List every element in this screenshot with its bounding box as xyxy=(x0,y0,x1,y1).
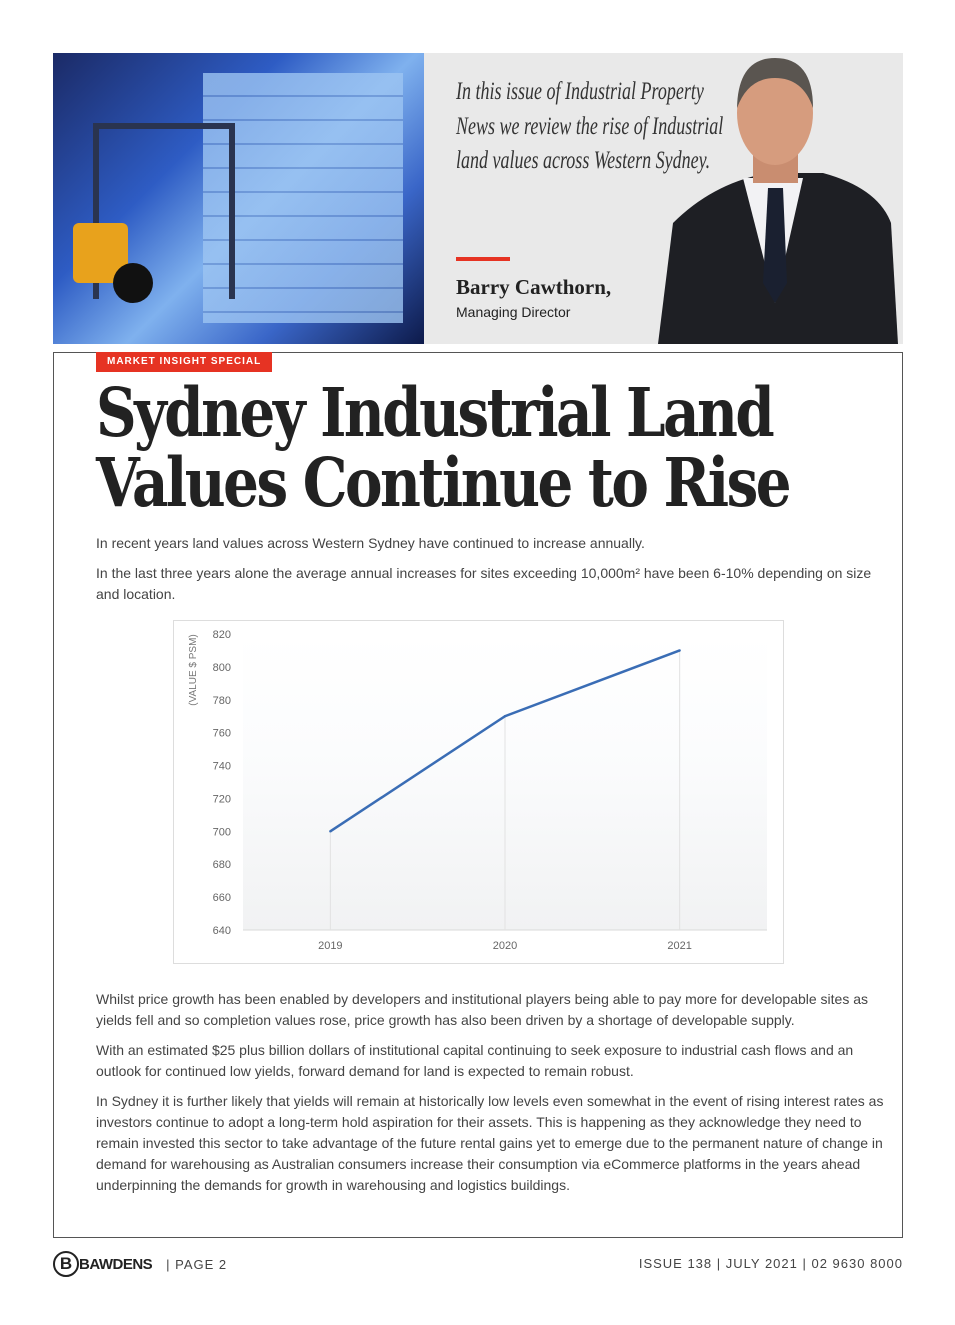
article-frame xyxy=(53,352,903,1238)
forklift-photo xyxy=(53,53,424,344)
accent-divider xyxy=(456,257,510,261)
article-title: Sydney Industrial Land Values Continue t… xyxy=(96,373,792,522)
x-tick-label: 2020 xyxy=(493,940,517,952)
intro-paragraph-2: In the last three years alone the averag… xyxy=(96,565,872,602)
body-block: Whilst price growth has been enabled by … xyxy=(96,989,886,1205)
y-tick-label: 680 xyxy=(213,859,231,871)
y-tick-label: 720 xyxy=(213,793,231,805)
author-name: Barry Cawthorn, xyxy=(456,275,612,299)
author-portrait xyxy=(658,58,898,344)
y-tick-label: 820 xyxy=(213,629,231,641)
body-paragraph-2: With an estimated $25 plus billion dolla… xyxy=(96,1042,854,1079)
body-paragraph-3: In Sydney it is further likely that yiel… xyxy=(96,1093,884,1193)
y-axis-label: (VALUE $ PSM) xyxy=(188,634,199,706)
intro-quote: In this issue of Industrial Property New… xyxy=(456,78,724,174)
y-tick-label: 760 xyxy=(213,728,231,740)
intro-paragraph-1: In recent years land values across Weste… xyxy=(96,535,645,551)
bawdens-logo: B BAWDENS | PAGE 2 xyxy=(53,1251,227,1277)
logo-text: BAWDENS xyxy=(79,1255,153,1273)
chart-container xyxy=(173,620,784,964)
y-tick-label: 800 xyxy=(213,662,231,674)
title-line-2: Values Continue to Rise xyxy=(96,443,792,522)
issue-info: ISSUE 138 | JULY 2021 | 02 9630 8000 xyxy=(638,1256,903,1271)
y-tick-label: 660 xyxy=(213,892,231,904)
author-role: Managing Director xyxy=(456,304,571,320)
logo-mark: B xyxy=(53,1251,79,1277)
data-point xyxy=(678,649,681,652)
intro-block: In recent years land values across Weste… xyxy=(96,533,886,614)
x-tick-label: 2021 xyxy=(667,940,691,952)
body-paragraph-1: Whilst price growth has been enabled by … xyxy=(96,991,869,1028)
title-line-1: Sydney Industrial Land xyxy=(96,373,775,452)
page-number: | PAGE 2 xyxy=(166,1256,228,1272)
y-tick-label: 740 xyxy=(213,761,231,773)
x-tick-label: 2019 xyxy=(318,940,342,952)
data-point xyxy=(503,715,507,718)
y-tick-label: 640 xyxy=(213,925,231,937)
data-point xyxy=(329,830,332,833)
section-tag: MARKET INSIGHT SPECIAL xyxy=(96,352,273,372)
y-tick-label: 700 xyxy=(213,826,231,838)
hero-banner: In this issue of Industrial Property New… xyxy=(53,53,903,344)
y-tick-label: 780 xyxy=(213,695,231,707)
